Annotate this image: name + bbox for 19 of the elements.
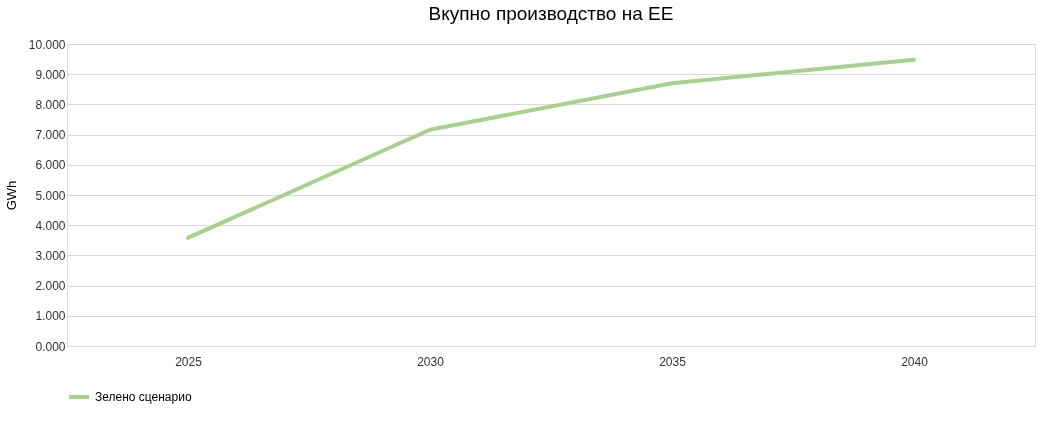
x-tick-label: 2040 <box>901 354 929 369</box>
x-tick-label: 2030 <box>417 354 445 369</box>
chart-title: Вкупно производство на ЕЕ <box>428 3 674 24</box>
x-tick-label: 2025 <box>175 354 203 369</box>
y-axis-title: GWh <box>3 180 19 211</box>
y-tick-label: 7.000 <box>35 128 66 143</box>
y-tick-label: 10.000 <box>28 37 66 52</box>
line-series <box>186 57 916 240</box>
y-tick-label: 0.000 <box>35 339 66 354</box>
y-tick-label: 6.000 <box>35 158 66 173</box>
y-tick-label: 3.000 <box>35 248 66 263</box>
x-tick-label: 2035 <box>659 354 687 369</box>
y-tick-label: 9.000 <box>35 67 66 82</box>
y-tick-label: 4.000 <box>35 218 66 233</box>
y-tick-label: 8.000 <box>35 97 66 112</box>
y-tick-label: 1.000 <box>35 309 66 324</box>
legend-label: Зелено сценарио <box>95 390 192 404</box>
y-tick-label: 2.000 <box>35 279 66 294</box>
y-tick-label: 5.000 <box>35 188 66 203</box>
